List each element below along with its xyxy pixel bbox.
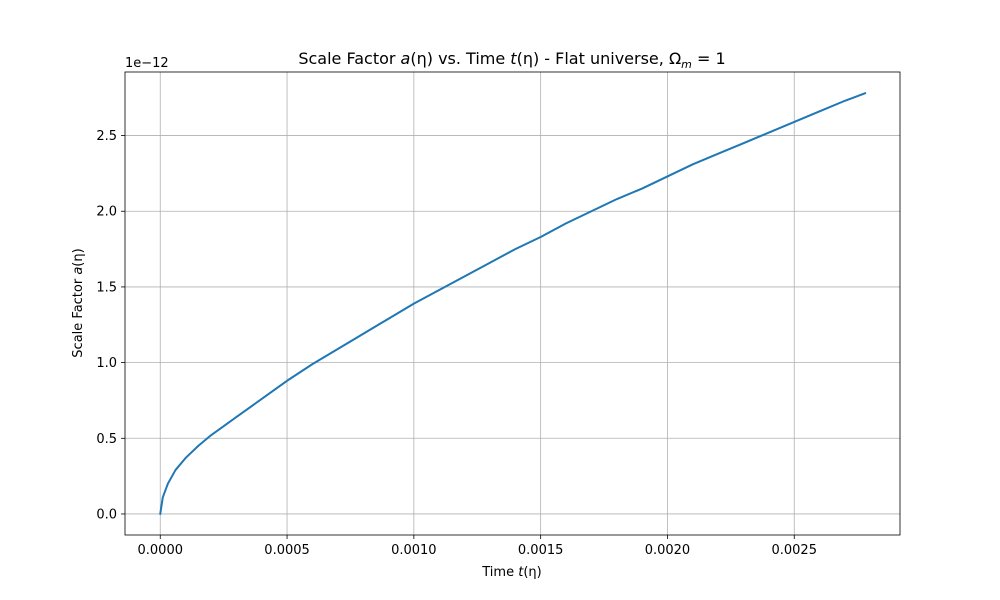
y-tick-label: 2.5 <box>96 129 117 144</box>
chart-title: Scale Factor a(η) vs. Time t(η) - Flat u… <box>298 49 725 71</box>
series-layer <box>159 92 867 515</box>
y-tick-label: 1.5 <box>96 280 117 295</box>
x-tick-label: 0.0005 <box>264 543 310 558</box>
x-tick-label: 0.0010 <box>391 543 437 558</box>
series-line <box>159 92 867 515</box>
y-offset-label: 1e−12 <box>125 56 169 71</box>
grid <box>125 72 900 535</box>
x-tick-label: 0.0015 <box>518 543 564 558</box>
y-axis-label: Scale Factor a(η) <box>71 248 86 357</box>
x-axis: 0.0000 0.0005 0.0010 0.0015 0.0020 0.0025 <box>138 535 817 558</box>
y-tick-label: 1.0 <box>96 356 117 371</box>
x-tick-label: 0.0025 <box>771 543 817 558</box>
y-axis: 0.0 0.5 1.0 1.5 2.0 2.5 <box>96 129 125 522</box>
x-tick-label: 0.0020 <box>645 543 691 558</box>
y-tick-label: 0.5 <box>96 432 117 447</box>
y-tick-label: 0.0 <box>96 507 117 522</box>
x-axis-label: Time t(η) <box>481 565 541 580</box>
y-tick-label: 2.0 <box>96 205 117 220</box>
x-tick-label: 0.0000 <box>138 543 184 558</box>
plot-frame <box>124 71 901 536</box>
